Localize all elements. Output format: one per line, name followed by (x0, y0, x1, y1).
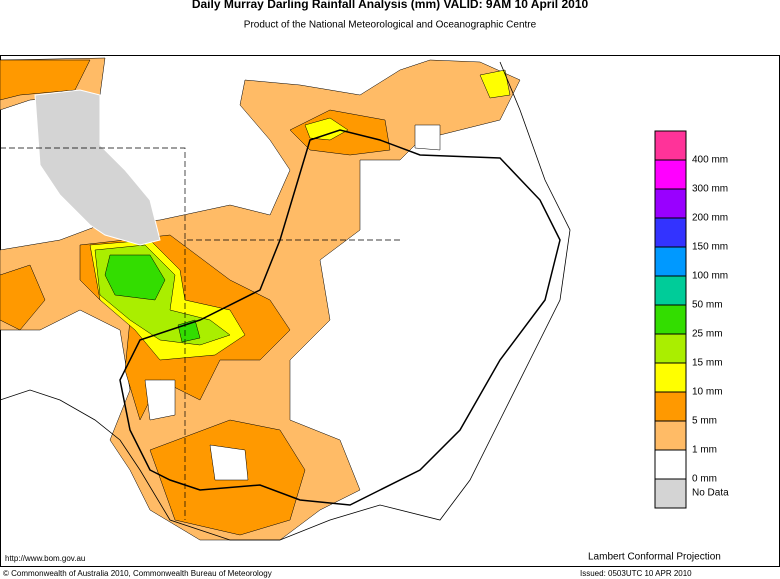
rain-0mm (144, 124, 441, 481)
copyright: © Commonwealth of Australia 2010, Common… (3, 569, 272, 578)
legend-label: 25 mm (692, 329, 723, 340)
state-borders (0, 147, 400, 520)
legend-swatch (654, 275, 687, 306)
issued: Issued: 0503UTC 10 APR 2010 (580, 569, 692, 578)
rain-10mm (89, 69, 511, 361)
coastline (0, 61, 571, 541)
legend-label: 400 mm (692, 155, 728, 166)
projection: Lambert Conformal Projection (588, 552, 721, 563)
legend-swatch (654, 217, 687, 248)
legend-swatch (654, 362, 687, 393)
legend-swatch (654, 420, 687, 451)
legend-swatch (654, 391, 687, 422)
legend-swatch (654, 188, 687, 219)
legend-label: 150 mm (692, 242, 728, 253)
rain-25mm (104, 254, 201, 343)
legend-swatch (654, 333, 687, 364)
subtitle: Product of the National Meteorological a… (244, 20, 537, 31)
legend-label: No Data (692, 488, 729, 499)
legend: 400 mm 300 mm 200 mm 150 mm 100 mm 50 mm 25 mm… (654, 130, 729, 509)
legend-swatch (654, 304, 687, 335)
basin-boundary (119, 129, 561, 506)
legend-label: 0 mm (692, 474, 717, 485)
legend-swatch (654, 159, 687, 190)
legend-label: 300 mm (692, 184, 728, 195)
legend-label: 50 mm (692, 300, 723, 311)
legend-label: 100 mm (692, 271, 728, 282)
map (0, 55, 780, 567)
url: http://www.bom.gov.au (5, 554, 85, 563)
title: Daily Murray Darling Rainfall Analysis (… (192, 0, 589, 11)
legend-swatch (654, 130, 687, 161)
legend-label: 1 mm (692, 445, 717, 456)
legend-label: 200 mm (692, 213, 728, 224)
no-data (34, 89, 161, 246)
legend-swatch (654, 449, 687, 480)
legend-label: 15 mm (692, 358, 723, 369)
legend-swatch (654, 246, 687, 277)
legend-label: 10 mm (692, 387, 723, 398)
rain-5mm (0, 59, 391, 536)
legend-label: 5 mm (692, 416, 717, 427)
legend-swatch (654, 478, 687, 509)
